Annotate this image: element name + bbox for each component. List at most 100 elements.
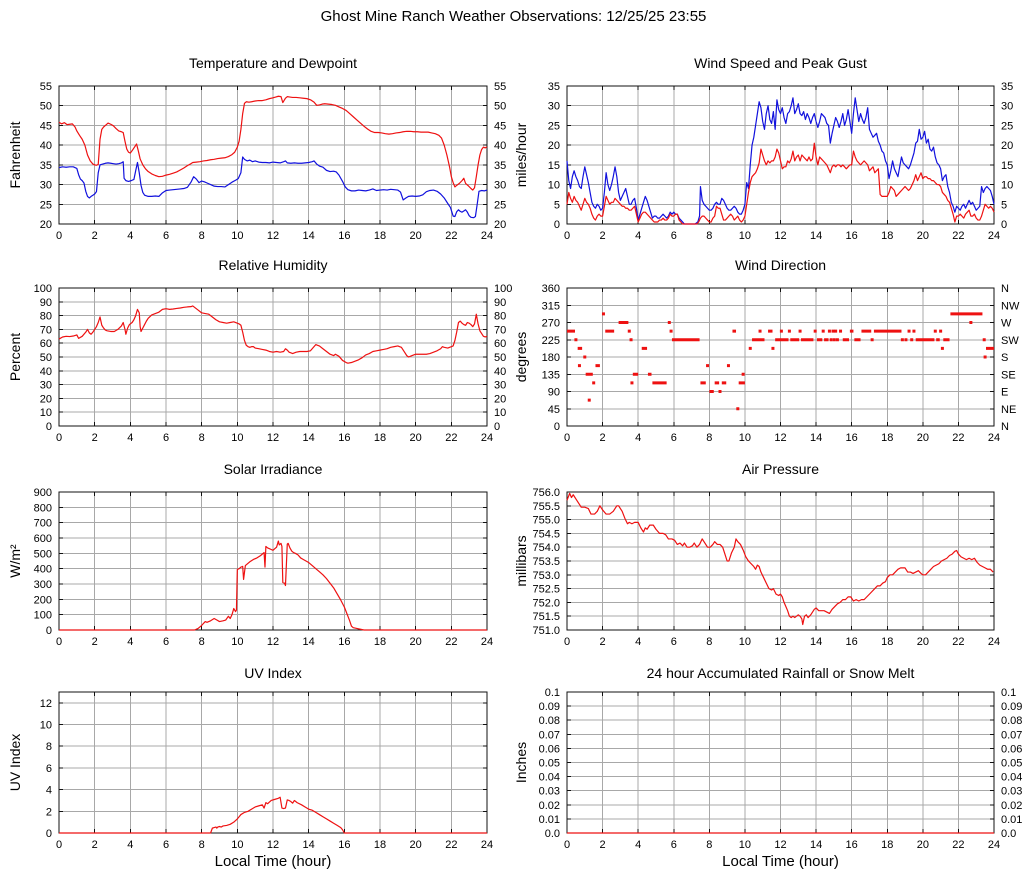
svg-text:751.5: 751.5 — [532, 611, 560, 623]
svg-text:12: 12 — [774, 636, 786, 648]
svg-text:8: 8 — [199, 432, 205, 444]
svg-text:10: 10 — [40, 407, 52, 419]
svg-text:0: 0 — [46, 828, 52, 840]
svg-text:16: 16 — [338, 636, 350, 648]
svg-text:6: 6 — [163, 230, 169, 242]
svg-text:22: 22 — [445, 432, 457, 444]
gridlines — [566, 491, 995, 631]
svg-text:360: 360 — [542, 283, 560, 295]
svg-text:0: 0 — [554, 421, 560, 433]
svg-text:0: 0 — [56, 839, 62, 851]
gridlines — [566, 287, 995, 427]
svg-text:100: 100 — [34, 283, 52, 295]
svg-text:0.06: 0.06 — [1001, 743, 1022, 755]
svg-text:0: 0 — [46, 625, 52, 637]
svg-text:15: 15 — [548, 160, 560, 172]
svg-text:10: 10 — [231, 230, 243, 242]
svg-text:12: 12 — [774, 839, 786, 851]
svg-text:8: 8 — [706, 230, 712, 242]
svg-text:20: 20 — [410, 230, 422, 242]
svg-text:16: 16 — [338, 432, 350, 444]
svg-text:6: 6 — [163, 432, 169, 444]
svg-text:N: N — [1001, 283, 1009, 295]
svg-text:24: 24 — [481, 636, 493, 648]
svg-text:5: 5 — [1001, 199, 1007, 211]
svg-text:0.06: 0.06 — [539, 743, 560, 755]
svg-text:0.09: 0.09 — [1001, 701, 1022, 713]
x-tick-labels: 0 2 4 6 8 10 12 14 16 18 20 22 24 — [56, 636, 493, 648]
page-title: Ghost Mine Ranch Weather Observations: 1… — [320, 8, 707, 25]
x-tick-labels: 0 2 4 6 8 10 12 14 16 18 20 22 24 — [56, 230, 493, 242]
svg-text:50: 50 — [40, 352, 52, 364]
svg-text:N: N — [1001, 421, 1009, 433]
chart-air-pressure: 0 2 4 6 8 10 12 14 16 18 20 22 24 751.0 751.5 752.0 752.… — [514, 452, 1027, 656]
svg-text:25: 25 — [494, 199, 506, 211]
svg-text:20: 20 — [40, 393, 52, 405]
x-axis-label: Local Time (hour) — [215, 853, 332, 870]
svg-text:22: 22 — [952, 230, 964, 242]
svg-text:0: 0 — [1001, 219, 1007, 231]
svg-text:0.04: 0.04 — [1001, 772, 1022, 784]
svg-text:20: 20 — [494, 219, 506, 231]
svg-text:14: 14 — [303, 432, 315, 444]
svg-text:20: 20 — [917, 839, 929, 851]
svg-text:18: 18 — [374, 636, 386, 648]
svg-text:50: 50 — [494, 352, 506, 364]
y-axis-label: W/m² — [7, 544, 23, 578]
solar-irradiance-line — [59, 540, 487, 631]
svg-text:752.0: 752.0 — [532, 597, 560, 609]
svg-text:60: 60 — [40, 338, 52, 350]
svg-text:24: 24 — [988, 230, 1000, 242]
svg-text:755.5: 755.5 — [532, 501, 560, 513]
svg-text:E: E — [1001, 387, 1008, 399]
svg-text:0: 0 — [46, 421, 52, 433]
tick-marks — [58, 491, 488, 631]
svg-text:22: 22 — [952, 636, 964, 648]
x-tick-labels: 0 2 4 6 8 10 12 14 16 18 20 22 24 — [564, 839, 1000, 851]
svg-text:4: 4 — [127, 839, 133, 851]
svg-text:0.0: 0.0 — [545, 828, 560, 840]
svg-text:20: 20 — [494, 393, 506, 405]
svg-text:0.1: 0.1 — [1001, 687, 1016, 699]
peak-gust-line — [566, 97, 995, 225]
svg-text:14: 14 — [303, 636, 315, 648]
svg-text:15: 15 — [1001, 160, 1013, 172]
svg-text:18: 18 — [881, 839, 893, 851]
svg-text:S: S — [1001, 352, 1008, 364]
svg-text:2: 2 — [92, 839, 98, 851]
svg-text:100: 100 — [34, 610, 52, 622]
svg-text:10: 10 — [231, 636, 243, 648]
chart-title: Solar Irradiance — [224, 461, 323, 477]
right-tick-labels: 0.0 0.01 0.02 0.03 0.04 0.05 0.06 0.07 0.08 0.09 0… — [1001, 687, 1022, 840]
y-axis-label: Inches — [514, 742, 529, 783]
svg-text:24: 24 — [988, 432, 1000, 444]
svg-text:100: 100 — [494, 283, 512, 295]
svg-text:135: 135 — [542, 369, 560, 381]
svg-text:6: 6 — [671, 432, 677, 444]
svg-text:0.04: 0.04 — [539, 772, 560, 784]
svg-text:180: 180 — [542, 352, 560, 364]
svg-text:400: 400 — [34, 564, 52, 576]
wind-speed-line — [566, 142, 995, 225]
chart-solar-irradiance-svg: 0 2 4 6 8 10 12 14 16 18 20 22 240100200300400500600… — [7, 461, 493, 648]
svg-text:600: 600 — [34, 533, 52, 545]
svg-text:14: 14 — [810, 839, 822, 851]
chart-title: Air Pressure — [742, 461, 819, 477]
chart-wind-speed-peak-gust: 0 2 4 6 8 10 12 14 16 18 20 22 24 0 5 10 15 20 25 30 35 0 5 10 1… — [514, 46, 1027, 248]
svg-text:754.5: 754.5 — [532, 528, 560, 540]
right-tick-labels: 20 25 30 35 40 45 50 55 — [494, 81, 506, 231]
svg-text:30: 30 — [494, 380, 506, 392]
svg-text:8: 8 — [706, 839, 712, 851]
svg-text:755.0: 755.0 — [532, 515, 560, 527]
svg-text:10: 10 — [739, 432, 751, 444]
uv-index-line — [59, 796, 487, 834]
svg-text:16: 16 — [846, 839, 858, 851]
svg-text:0.09: 0.09 — [539, 701, 560, 713]
svg-text:35: 35 — [494, 160, 506, 172]
svg-text:22: 22 — [952, 839, 964, 851]
svg-text:6: 6 — [671, 636, 677, 648]
svg-text:2: 2 — [600, 636, 606, 648]
svg-text:14: 14 — [810, 230, 822, 242]
svg-text:14: 14 — [810, 636, 822, 648]
svg-text:12: 12 — [40, 698, 52, 710]
